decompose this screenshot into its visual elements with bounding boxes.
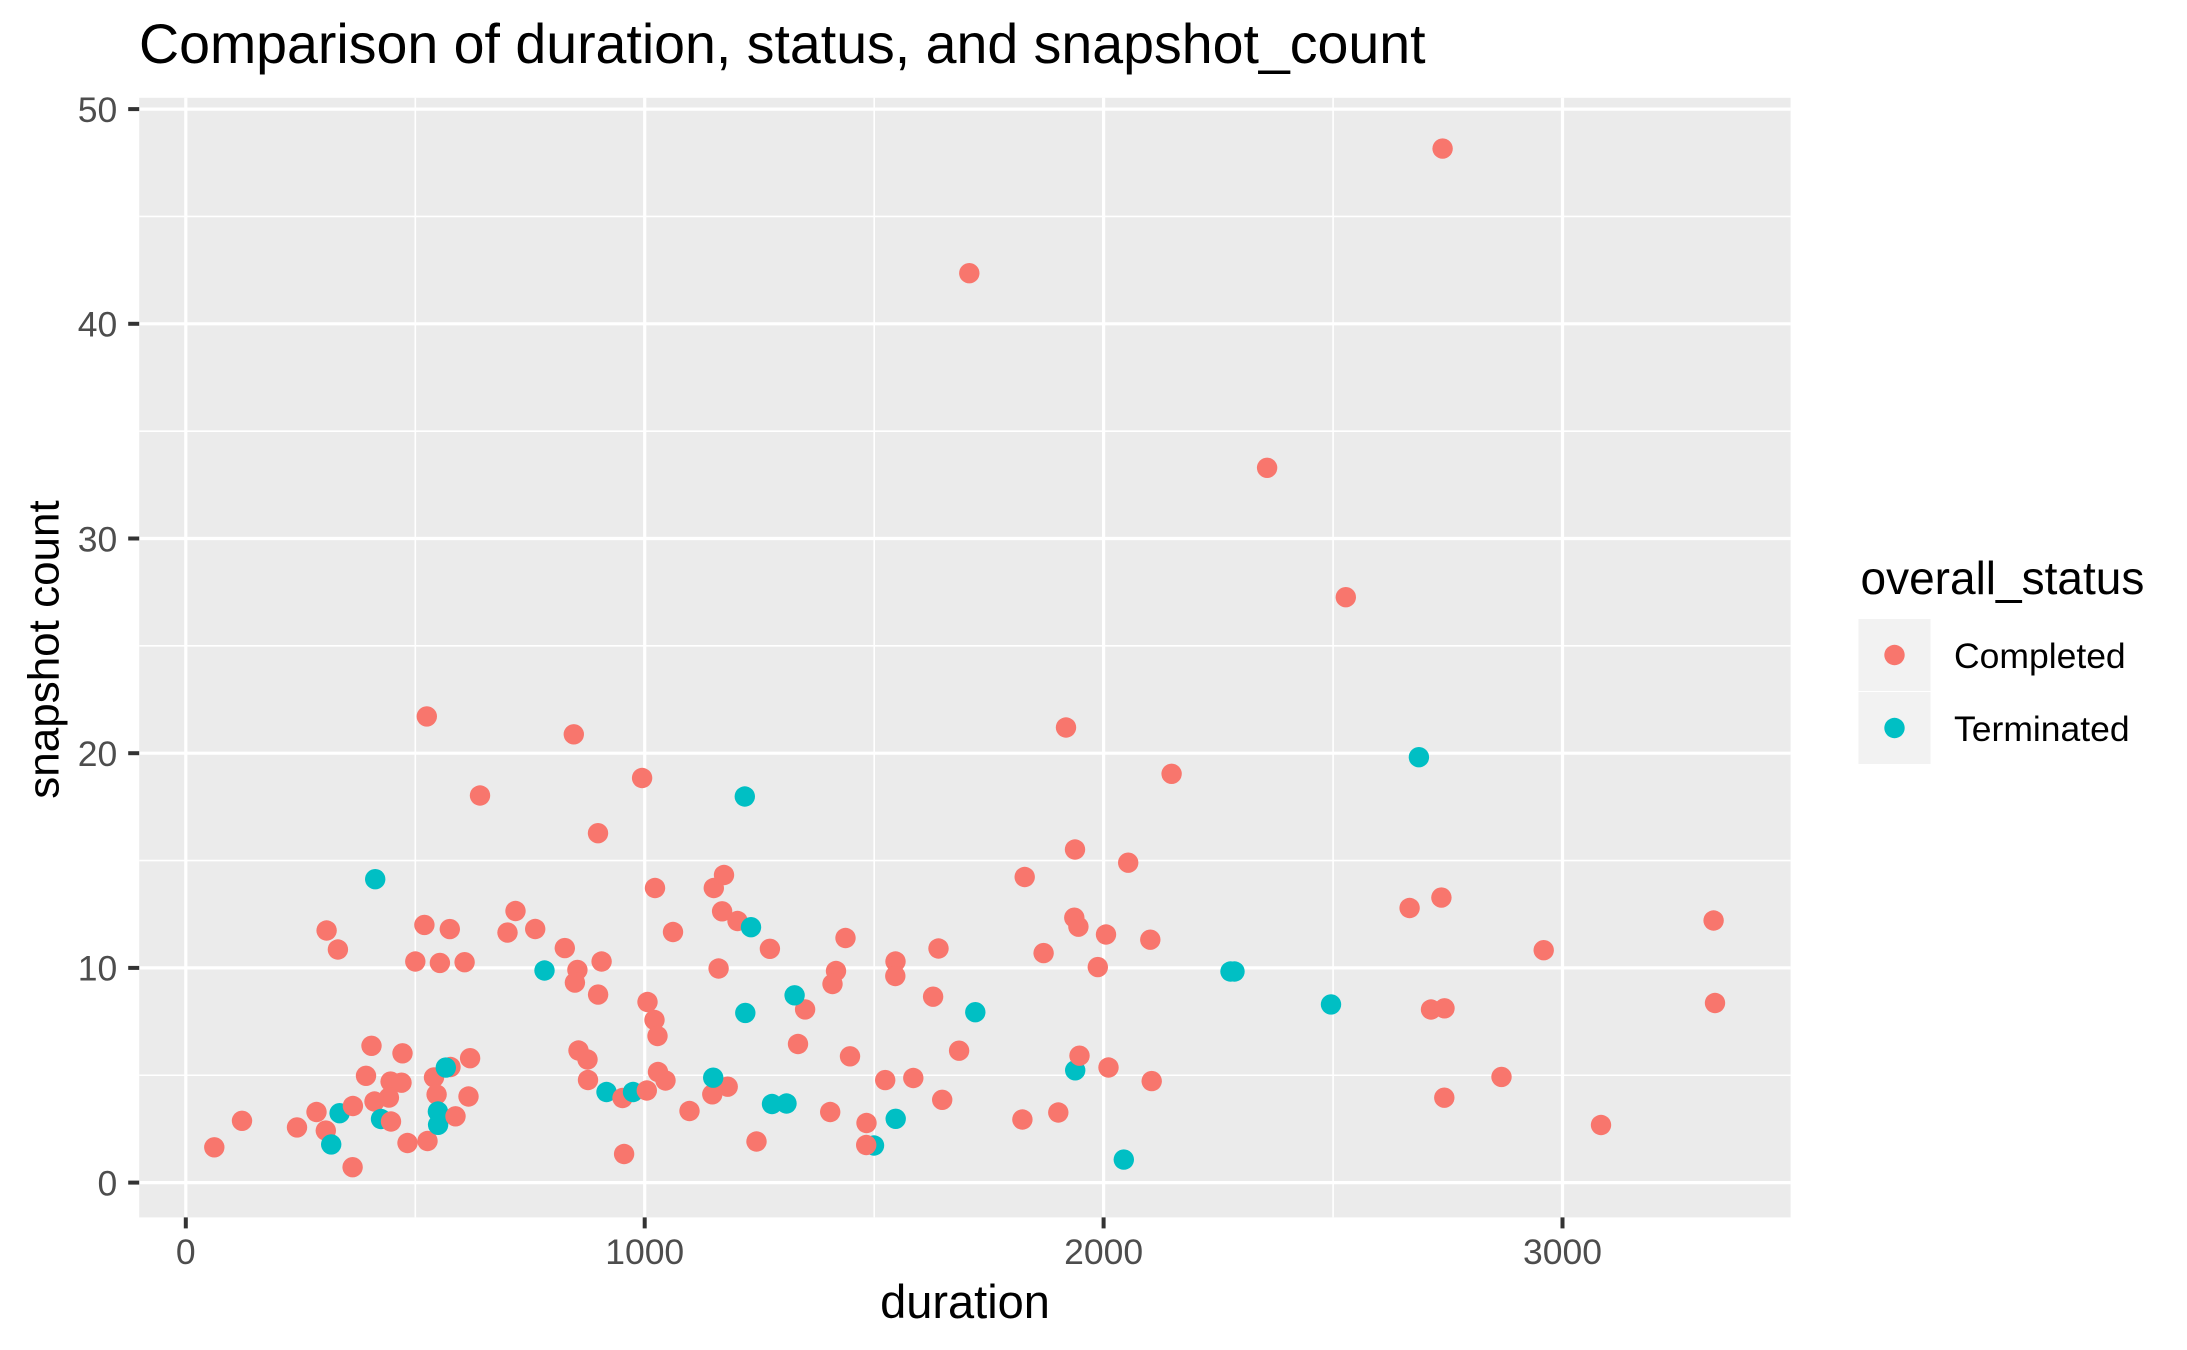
svg-text:duration: duration: [880, 1275, 1050, 1328]
svg-text:0: 0: [98, 1163, 118, 1203]
svg-text:2000: 2000: [1064, 1232, 1143, 1272]
svg-text:Completed: Completed: [1954, 636, 2126, 676]
svg-text:snapshot count: snapshot count: [20, 500, 69, 798]
svg-text:10: 10: [78, 949, 118, 989]
svg-text:Terminated: Terminated: [1954, 709, 2130, 749]
svg-text:50: 50: [78, 90, 118, 130]
svg-text:0: 0: [176, 1232, 196, 1272]
svg-text:30: 30: [78, 519, 118, 559]
svg-text:Comparison of duration, status: Comparison of duration, status, and snap…: [139, 13, 1426, 75]
svg-text:40: 40: [78, 305, 118, 345]
svg-text:overall_status: overall_status: [1861, 552, 2145, 604]
svg-text:3000: 3000: [1523, 1232, 1602, 1272]
svg-text:20: 20: [78, 734, 118, 774]
svg-text:1000: 1000: [605, 1232, 684, 1272]
